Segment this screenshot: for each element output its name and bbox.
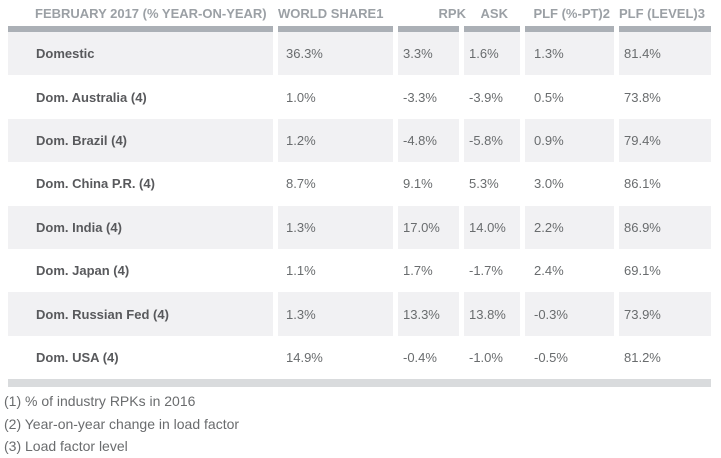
- row-label: Dom. Australia (4): [8, 75, 273, 119]
- table-row: Dom. China P.R. (4) 8.7% 9.1% 5.3% 3.0% 86.1%: [8, 162, 711, 206]
- table-row: Dom. Japan (4) 1.1% 1.7% -1.7% 2.4% 69.1%: [8, 248, 711, 293]
- cell-plf-level: 86.9%: [619, 205, 711, 249]
- cell-plf-pt: 0.5%: [525, 75, 614, 119]
- cell-plf-pt: -0.3%: [525, 292, 614, 336]
- cell-rpk: 13.3%: [398, 292, 459, 336]
- domestic-market-table: FEBRUARY 2017 (% YEAR-ON-YEAR) WORLD SHA…: [8, 0, 711, 388]
- divider-segment: [619, 26, 711, 32]
- cell-plf-level: 81.4%: [619, 32, 711, 76]
- divider-segment: [8, 26, 273, 32]
- divider-segment: [525, 26, 614, 32]
- cell-world-share: 36.3%: [278, 32, 393, 76]
- table-row: Dom. India (4) 1.3% 17.0% 14.0% 2.2% 86.9%: [8, 205, 711, 249]
- cell-world-share: 1.2%: [278, 118, 393, 163]
- cell-plf-level: 73.9%: [619, 292, 711, 336]
- cell-ask: -1.0%: [464, 335, 520, 380]
- row-label: Dom. China P.R. (4): [8, 162, 273, 206]
- column-header-plf-pt: PLF (%-PT)2: [533, 5, 610, 21]
- column-header-plf-level: PLF (LEVEL)3: [619, 5, 705, 21]
- cell-plf-pt: 2.4%: [525, 248, 614, 293]
- table-row: Dom. Russian Fed (4) 1.3% 13.3% 13.8% -0.3% 7…: [8, 292, 711, 336]
- column-header-world-share: WORLD SHARE1: [278, 5, 384, 21]
- column-header-ask: ASK: [480, 5, 508, 21]
- divider-segment: [398, 26, 459, 32]
- footnote-2: (2) Year-on-year change in load factor: [4, 415, 240, 432]
- table-row: Dom. Australia (4) 1.0% -3.3% -3.9% 0.5% 73.8…: [8, 75, 711, 119]
- row-label: Dom. India (4): [8, 205, 273, 249]
- table-row: Dom. USA (4) 14.9% -0.4% -1.0% -0.5% 81.2%: [8, 335, 711, 380]
- cell-world-share: 1.0%: [278, 75, 393, 119]
- cell-rpk: -3.3%: [398, 75, 459, 119]
- footnote-1: (1) % of industry RPKs in 2016: [4, 393, 196, 410]
- cell-ask: -5.8%: [464, 118, 520, 163]
- row-label: Dom. Japan (4): [8, 248, 273, 293]
- row-label: Domestic: [8, 32, 273, 76]
- row-label: Dom. USA (4): [8, 335, 273, 380]
- cell-plf-pt: 0.9%: [525, 118, 614, 163]
- cell-world-share: 1.3%: [278, 205, 393, 249]
- cell-rpk: -4.8%: [398, 118, 459, 163]
- cell-plf-pt: 3.0%: [525, 162, 614, 206]
- column-header-rpk: RPK: [438, 5, 466, 21]
- cell-plf-pt: -0.5%: [525, 335, 614, 380]
- cell-plf-level: 69.1%: [619, 248, 711, 293]
- divider-segment: [278, 26, 393, 32]
- cell-rpk: 9.1%: [398, 162, 459, 206]
- row-label: Dom. Brazil (4): [8, 118, 273, 163]
- cell-plf-level: 79.4%: [619, 118, 711, 163]
- cell-rpk: -0.4%: [398, 335, 459, 380]
- table-row: Domestic 36.3% 3.3% 1.6% 1.3% 81.4%: [8, 32, 711, 76]
- table-body: Domestic 36.3% 3.3% 1.6% 1.3% 81.4% Dom. Austr…: [8, 32, 711, 380]
- table-bottom-border: [8, 379, 711, 388]
- column-header-period: FEBRUARY 2017 (% YEAR-ON-YEAR): [35, 5, 267, 21]
- cell-plf-pt: 1.3%: [525, 32, 614, 76]
- cell-ask: 1.6%: [464, 32, 520, 76]
- cell-plf-level: 81.2%: [619, 335, 711, 380]
- cell-plf-level: 86.1%: [619, 162, 711, 206]
- cell-ask: 5.3%: [464, 162, 520, 206]
- divider-segment: [464, 26, 520, 32]
- cell-plf-pt: 2.2%: [525, 205, 614, 249]
- cell-ask: -3.9%: [464, 75, 520, 119]
- header-divider: [8, 26, 711, 32]
- cell-ask: 13.8%: [464, 292, 520, 336]
- cell-plf-level: 73.8%: [619, 75, 711, 119]
- row-label: Dom. Russian Fed (4): [8, 292, 273, 336]
- cell-ask: -1.7%: [464, 248, 520, 293]
- cell-rpk: 1.7%: [398, 248, 459, 293]
- table-row: Dom. Brazil (4) 1.2% -4.8% -5.8% 0.9% 79.4%: [8, 118, 711, 163]
- footnote-3: (3) Load factor level: [4, 438, 128, 455]
- cell-world-share: 1.3%: [278, 292, 393, 336]
- cell-rpk: 3.3%: [398, 32, 459, 76]
- footnotes: (1) % of industry RPKs in 2016 (2) Year-…: [0, 390, 721, 458]
- cell-world-share: 14.9%: [278, 335, 393, 380]
- table-header-row: FEBRUARY 2017 (% YEAR-ON-YEAR) WORLD SHA…: [8, 0, 711, 26]
- cell-world-share: 8.7%: [278, 162, 393, 206]
- cell-world-share: 1.1%: [278, 248, 393, 293]
- cell-rpk: 17.0%: [398, 205, 459, 249]
- cell-ask: 14.0%: [464, 205, 520, 249]
